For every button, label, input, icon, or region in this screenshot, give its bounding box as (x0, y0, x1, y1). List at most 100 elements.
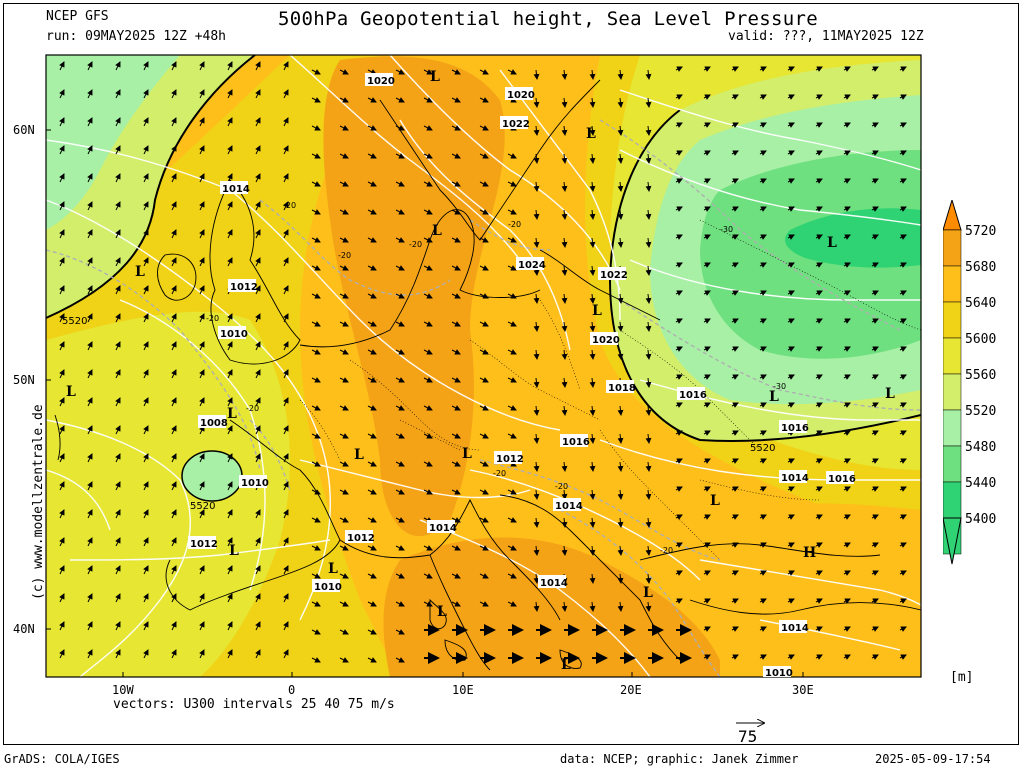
wind-vector (87, 145, 93, 155)
wind-vector (339, 545, 349, 551)
wind-vector (143, 537, 149, 547)
legend-label: 5520 (965, 404, 996, 419)
wind-vector (815, 626, 823, 632)
wind-vector (589, 293, 596, 304)
wind-vector (423, 349, 433, 355)
wind-vector (171, 173, 177, 183)
wind-vector (843, 430, 851, 436)
wind-vector (143, 173, 149, 183)
wind-vector (561, 125, 568, 136)
wind-vector (87, 117, 93, 127)
wind-vector (59, 425, 65, 435)
wind-vector (731, 542, 739, 548)
wind-vector (143, 341, 149, 351)
wind-vector (589, 97, 596, 108)
pressure-label: 1014 (553, 498, 583, 512)
wind-vector (339, 657, 349, 663)
svg-text:1014: 1014 (781, 623, 809, 634)
wind-vector (759, 318, 767, 324)
wind-vector (423, 433, 433, 439)
wind-vector (843, 542, 851, 548)
render-timestamp: 2025-05-09-17:54 (875, 752, 991, 766)
wind-vector (479, 349, 489, 355)
pressure-label: 1014 (779, 620, 809, 634)
wind-vector (423, 461, 433, 467)
wind-vector (703, 66, 711, 72)
vectors-note: vectors: U300 intervals 25 40 75 m/s (113, 697, 395, 712)
wind-vector (367, 601, 377, 607)
svg-text:1010: 1010 (220, 329, 248, 340)
wind-vector (507, 293, 517, 299)
wind-vector (589, 209, 596, 220)
wind-vector (311, 349, 321, 355)
wind-vector (367, 265, 377, 271)
wind-vector (871, 206, 879, 212)
wind-vector (171, 649, 177, 659)
wind-vector (479, 517, 489, 523)
low-marker: L (432, 223, 442, 239)
wind-vector (899, 94, 907, 100)
wind-vector (843, 626, 851, 632)
wind-vector (731, 458, 739, 464)
svg-text:1012: 1012 (347, 533, 375, 544)
wind-vector (59, 145, 65, 155)
wind-vector (675, 514, 683, 520)
pressure-label: 1022 (500, 116, 530, 130)
wind-vector (255, 257, 261, 267)
wind-vector (479, 321, 489, 327)
wind-vector (311, 629, 321, 635)
wind-vector (589, 545, 596, 556)
legend-label: 5480 (965, 440, 996, 455)
wind-vector (815, 430, 823, 436)
wind-vector (815, 402, 823, 408)
wind-vector (339, 349, 349, 355)
wind-vector (227, 397, 233, 407)
wind-vector (617, 293, 624, 304)
temperature-label: -20 (338, 251, 351, 260)
wind-vector (87, 285, 93, 295)
wind-vector (451, 461, 461, 467)
wind-vector (533, 125, 540, 136)
wind-vector (617, 125, 624, 136)
wind-vector (115, 201, 121, 211)
wind-vector (787, 318, 795, 324)
wind-vector (561, 601, 568, 612)
wind-vector (115, 425, 121, 435)
wind-vector (815, 290, 823, 296)
wind-vector (59, 453, 65, 463)
low-marker: L (462, 446, 472, 462)
wind-vector (533, 377, 540, 388)
wind-vector (451, 125, 461, 131)
svg-text:1008: 1008 (200, 418, 228, 429)
pressure-label: 1016 (826, 471, 856, 485)
lon-tick-label: 30E (792, 683, 814, 697)
wind-vector (645, 405, 652, 416)
wind-vector (227, 201, 233, 211)
wind-vector (703, 654, 711, 660)
wind-vector (533, 489, 540, 500)
wind-vector (871, 458, 879, 464)
wind-vector (533, 321, 540, 332)
wind-vector (899, 346, 907, 352)
wind-vector (871, 374, 879, 380)
wind-vector (703, 486, 711, 492)
data-credit: data: NCEP; graphic: Janek Zimmer (560, 752, 799, 766)
wind-vector (617, 349, 624, 360)
wind-vector (645, 69, 652, 80)
wind-vector (479, 237, 489, 243)
wind-vector (533, 461, 540, 472)
wind-vector (675, 570, 683, 576)
wind-vector (59, 593, 65, 603)
wind-vector (675, 402, 683, 408)
wind-vector (87, 509, 93, 519)
wind-vector (675, 290, 683, 296)
temperature-label: -20 (555, 482, 568, 491)
wind-vector (339, 321, 349, 327)
wind-vector (227, 649, 233, 659)
wind-vector (479, 601, 489, 607)
wind-vector (339, 601, 349, 607)
wind-vector (899, 374, 907, 380)
wind-vector (395, 125, 405, 131)
wind-vector (143, 257, 149, 267)
temperature-label: -20 (660, 546, 673, 555)
